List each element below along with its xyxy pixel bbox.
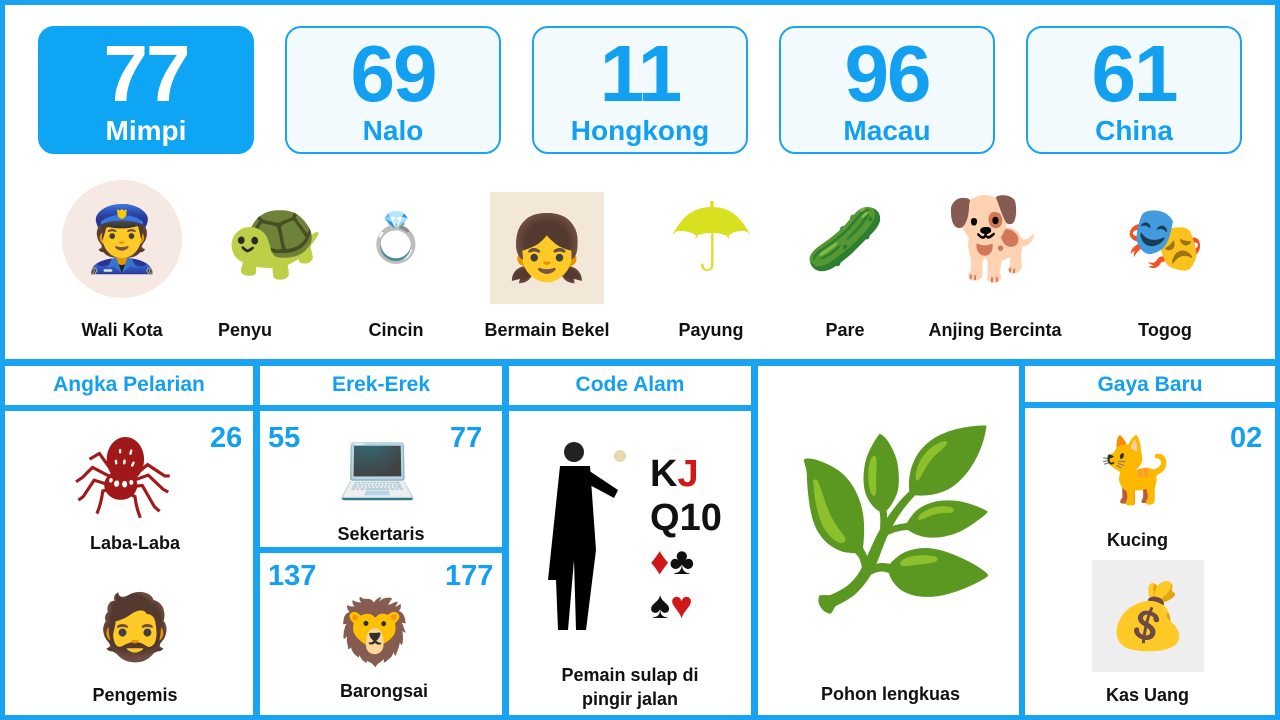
- erek-left-number: 137: [268, 560, 317, 592]
- item-label-line2: pingir jalan: [581, 689, 678, 709]
- code-alam-title: Code Alam: [509, 366, 751, 405]
- wayang-togog-icon: 🎭: [1125, 203, 1205, 275]
- dream-item-togog: 🎭 Togog: [1110, 180, 1220, 340]
- bitter-melon-icon: 🥒: [805, 203, 885, 275]
- magician-icon: [548, 442, 626, 630]
- card-mimpi: 77 Mimpi: [38, 26, 254, 154]
- item-label: Togog: [1138, 320, 1192, 340]
- card-j: J: [677, 453, 699, 495]
- rings-icon: 💍: [366, 212, 426, 265]
- card-china: 61 China: [1026, 26, 1242, 154]
- card-hongkong: 11 Hongkong: [532, 26, 748, 154]
- spade-icon: ♠: [650, 585, 671, 627]
- dream-item-anjing-bercinta: 🐕 Anjing Bercinta: [928, 180, 1061, 341]
- card-number: 69: [350, 29, 438, 118]
- erek-right-number: 77: [450, 422, 483, 454]
- dream-item-cincin: 💍 Cincin: [356, 180, 436, 341]
- item-label: Kas Uang: [1105, 685, 1190, 705]
- spider-icon: 🕷: [71, 433, 174, 522]
- item-label: Penyu: [217, 320, 273, 340]
- card-macau: 96 Macau: [779, 26, 995, 154]
- item-label: Anjing Bercinta: [928, 320, 1062, 340]
- card-10: 10: [679, 497, 722, 539]
- gaya-baru-title: Gaya Baru: [1025, 366, 1275, 402]
- erek-erek-title: Erek-Erek: [260, 366, 502, 405]
- card-number: 61: [1091, 29, 1179, 118]
- mayor-portrait-icon: 👮: [62, 180, 182, 298]
- children-playing-icon: 👧: [490, 192, 604, 304]
- secretary-icon: 💻: [337, 429, 418, 501]
- barongsai-icon: 🦁: [335, 596, 415, 668]
- angka-pelarian-title: Angka Pelarian: [5, 366, 253, 405]
- card-label: China: [1095, 115, 1173, 146]
- dream-item-pare: 🥒 Pare: [790, 180, 900, 340]
- money-box-icon: 💰: [1092, 560, 1204, 672]
- item-label: Payung: [678, 320, 744, 340]
- card-label: Mimpi: [105, 115, 187, 146]
- card-label: Macau: [843, 115, 931, 146]
- item-label-line1: Pemain sulap di: [561, 665, 699, 685]
- card-number: 11: [599, 29, 683, 118]
- item-label: Pengemis: [92, 685, 178, 705]
- diamond-icon: ♦: [650, 541, 670, 583]
- erek-row-2: [260, 553, 502, 715]
- dream-item-payung: ☂ Payung: [652, 180, 770, 341]
- item-label: Kucing: [1107, 530, 1168, 550]
- card-k: K: [650, 453, 678, 495]
- beggar-icon: 🧔: [95, 591, 175, 663]
- card-nalo: 69 Nalo: [285, 26, 501, 154]
- dream-item-bermain-bekel: 👧 Bermain Bekel: [484, 180, 610, 340]
- galangal-plant-icon: 🌿: [789, 425, 1001, 615]
- erek-left-number: 55: [268, 422, 301, 454]
- angka-pelarian-panel: [5, 411, 253, 715]
- playing-cards: KJ Q10 ♦♣ ♠♥: [650, 452, 722, 628]
- item-label: Barongsai: [339, 681, 429, 701]
- code-alam-panel: [509, 411, 751, 715]
- heart-icon: ♥: [670, 585, 693, 627]
- card-label: Nalo: [362, 115, 424, 146]
- gaya-baru-number: 02: [1230, 422, 1263, 454]
- pohon-panel: [758, 366, 1019, 715]
- turtle-icon: 🐢: [225, 194, 325, 283]
- item-label: Cincin: [368, 320, 424, 340]
- card-q: Q: [650, 497, 680, 539]
- dream-item-penyu: 🐢 Penyu: [196, 180, 354, 341]
- umbrella-icon: ☂: [667, 185, 755, 292]
- erek-row-1: [260, 411, 502, 547]
- erek-right-number: 177: [445, 560, 494, 592]
- club-icon: ♣: [669, 541, 695, 583]
- card-label: Hongkong: [570, 115, 710, 146]
- cat-icon: 🐈: [1095, 434, 1175, 506]
- dogs-icon: 🐕: [945, 194, 1045, 283]
- item-label: Laba-Laba: [89, 533, 181, 553]
- item-label: Pare: [825, 320, 865, 340]
- angka-pelarian-number: 26: [210, 422, 243, 454]
- card-number: 96: [844, 29, 932, 118]
- item-label: Pohon lengkuas: [820, 684, 961, 704]
- item-label: Bermain Bekel: [484, 320, 610, 340]
- card-number: 77: [103, 29, 191, 118]
- item-label: Sekertaris: [337, 524, 425, 544]
- dream-item-wali-kota: 👮 Wali Kota: [62, 180, 182, 340]
- item-label: Wali Kota: [81, 320, 163, 340]
